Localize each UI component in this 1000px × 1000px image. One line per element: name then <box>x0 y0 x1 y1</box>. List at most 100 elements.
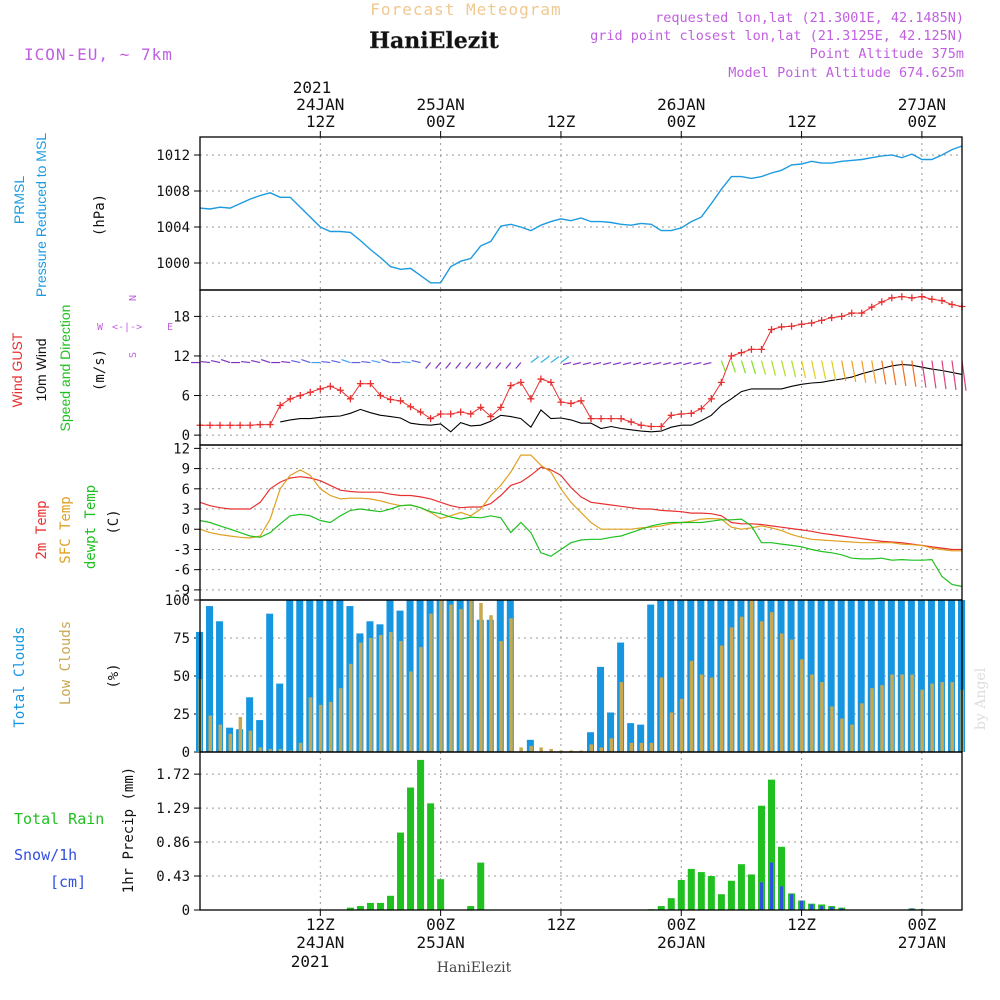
low-clouds-bar <box>419 647 423 752</box>
wind-direction-arrow <box>740 360 746 374</box>
low-clouds-bar <box>268 748 273 752</box>
dir-label: Speed and Direction <box>57 305 73 432</box>
rain-bar <box>687 868 695 910</box>
wind-direction-arrow <box>800 360 807 379</box>
total-clouds-bar <box>927 600 935 752</box>
low-clouds-bar <box>539 747 543 752</box>
wind-direction-arrow <box>901 360 907 387</box>
gust-marker <box>256 421 264 429</box>
total-clouds-bar <box>667 600 675 752</box>
gust-marker <box>808 319 816 327</box>
low-clouds-bar <box>479 603 483 752</box>
low-clouds-bar <box>278 748 283 752</box>
compass-n: N <box>128 295 139 301</box>
rain-bar <box>417 759 425 910</box>
gust-marker <box>768 326 775 334</box>
low-clouds-bar <box>699 674 704 752</box>
tsfc-label: SFC Temp <box>58 496 74 563</box>
wind-direction-arrow <box>562 361 572 366</box>
low-clouds-bar <box>238 717 243 752</box>
total-clouds-label: Total Clouds <box>12 626 28 727</box>
total-clouds-bar <box>276 683 284 752</box>
gust-marker <box>447 410 455 418</box>
gust-marker <box>517 378 525 386</box>
low-clouds-bar <box>549 748 553 752</box>
plot-layer: 1000100410081012061218-9-6-3036912025507… <box>156 95 967 952</box>
wind-direction-arrow <box>602 361 612 366</box>
low-clouds-bar <box>348 663 353 752</box>
gust-marker <box>226 421 234 429</box>
total-clouds-bar <box>216 621 224 752</box>
wind-direction-arrow <box>291 359 301 364</box>
low-clouds-bar <box>439 600 443 752</box>
y-tick-label: 12 <box>173 349 190 365</box>
low-clouds-bar <box>399 641 403 752</box>
gust-marker <box>757 345 765 353</box>
total-clouds-bar <box>857 600 865 752</box>
low-clouds-bar <box>689 660 694 752</box>
rain-bar <box>387 895 394 910</box>
low-clouds-bar <box>389 631 393 752</box>
wind-direction-arrow <box>653 361 662 366</box>
gust-marker <box>366 380 374 388</box>
total-clouds-bar <box>917 600 925 752</box>
gust-marker <box>617 415 625 423</box>
watermark: by Angel <box>973 667 989 730</box>
gust-marker <box>898 293 906 301</box>
wind-direction-arrow <box>401 360 411 364</box>
low-clouds-bar <box>328 701 333 752</box>
gust-marker <box>828 314 836 322</box>
wind-direction-arrow <box>663 361 672 366</box>
gust-marker <box>878 298 886 306</box>
total-clouds-bar <box>847 600 855 752</box>
compass-arrow: <-|-> <box>112 322 142 333</box>
low-clouds-bar <box>770 612 774 752</box>
total-clouds-bar <box>286 600 294 752</box>
gust-marker <box>326 382 334 390</box>
snow-bar <box>810 904 814 910</box>
wind-direction-arrow <box>550 356 560 364</box>
rain-bar <box>657 906 665 910</box>
total-clouds-bar <box>306 600 314 752</box>
wind-direction-arrow <box>435 362 442 369</box>
y-tick-label: 9 <box>182 462 190 478</box>
low-clouds-bar <box>880 685 884 752</box>
gust-marker <box>387 395 394 403</box>
tsfc-series-line <box>199 454 962 552</box>
wind-direction-arrow <box>730 360 736 373</box>
wind-direction-arrow <box>341 358 351 364</box>
wind-unit: (m/s) <box>92 349 108 391</box>
wind-direction-arrow <box>770 360 777 376</box>
low-clouds-bar <box>368 638 373 752</box>
pressure-side-label: PRMSL (hPa) Pressure Reduced to MSL <box>11 133 108 297</box>
rain-bar <box>477 862 485 910</box>
low-clouds-bar <box>629 742 634 752</box>
total-clouds-bar <box>657 600 665 752</box>
low-clouds-bar <box>709 677 714 752</box>
wind-direction-arrow <box>530 356 540 364</box>
wind-direction-arrow <box>475 362 482 369</box>
total-clouds-bar <box>937 600 945 752</box>
y-tick-label: 0 <box>182 428 190 444</box>
total-clouds-bar <box>206 606 214 752</box>
total-clouds-bar <box>326 600 334 752</box>
precip-side-label: Total Rain Snow/1h [cm] 1hr Precip (mm) <box>14 767 137 893</box>
rain-bar <box>737 864 745 910</box>
wind-direction-arrow <box>871 360 877 384</box>
snow-bar <box>840 908 844 910</box>
x-tick-hour-bottom: 12Z <box>787 915 816 934</box>
wind-direction-arrow <box>921 360 927 388</box>
prmsl-sub-label: Pressure Reduced to MSL <box>33 133 49 297</box>
gust-marker <box>467 410 475 418</box>
low-clouds-bar <box>820 682 824 752</box>
low-clouds-bar <box>800 659 804 752</box>
gust-marker <box>577 397 585 405</box>
wind-direction-arrow <box>220 358 231 364</box>
low-clouds-bar <box>409 671 413 752</box>
gust-marker <box>928 295 936 303</box>
snow-bar <box>790 894 794 910</box>
gust-marker <box>276 401 284 409</box>
total-clouds-bar <box>316 600 324 752</box>
low-clouds-bar <box>469 600 473 752</box>
